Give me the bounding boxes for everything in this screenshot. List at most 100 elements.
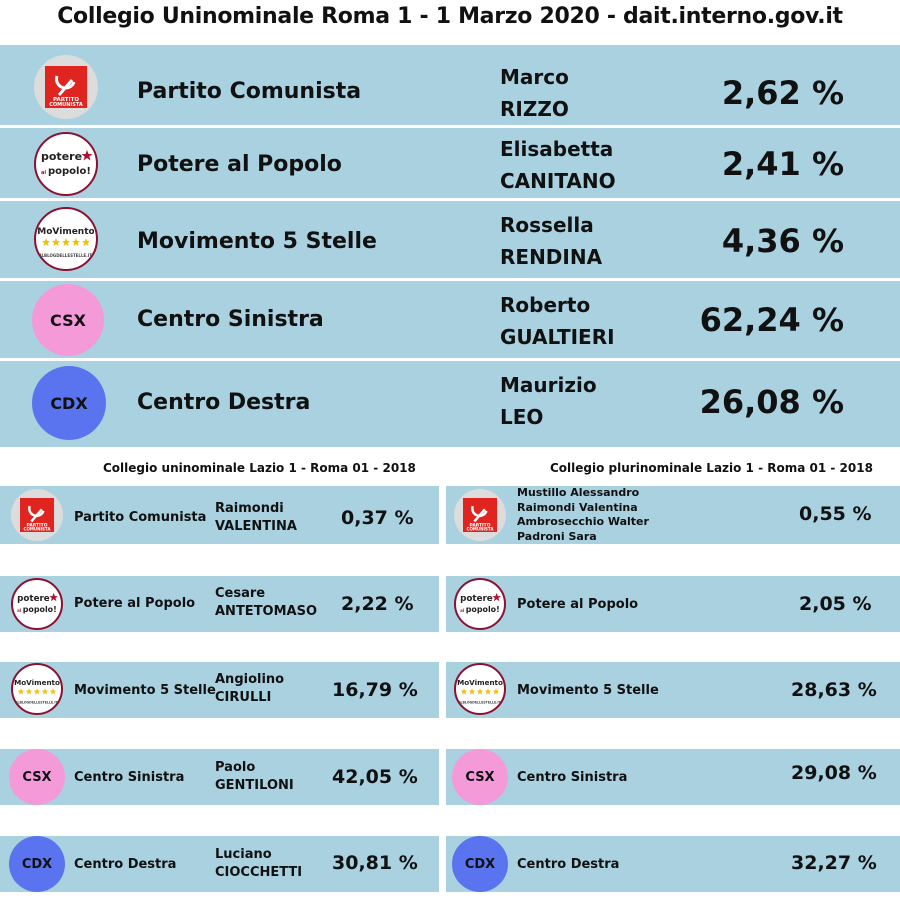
pluri-row-pc [446,486,900,544]
candidate-first-name: Elisabetta [500,137,614,161]
party-name: Partito Comunista [74,510,207,525]
uni-row-cdx [0,836,439,892]
party-name: Potere al Popolo [517,597,639,612]
svg-text:ILBLOGDELLESTELLE.IT: ILBLOGDELLESTELLE.IT [459,700,501,704]
page-title: Collegio Uninominale Roma 1 - 1 Marzo 20… [57,4,843,29]
candidate-name: Cesare ANTETOMASO [215,585,317,621]
cdx-logo: CDX [452,836,508,892]
svg-text:popolo!: popolo! [23,605,57,614]
candidate-last-name: VALENTINA [215,519,297,534]
svg-text:PARTITO: PARTITO [470,522,491,528]
vote-percentage: 2,05 % [799,593,872,615]
candidate-first-name: Luciano [215,847,272,862]
candidate-name: Paolo GENTILONI [215,759,294,795]
svg-text:COMUNISTA: COMUNISTA [23,526,51,531]
candidate-last-name: GUALTIERI [500,325,615,349]
svg-text:al: al [17,608,22,613]
candidate-last-name: CIRULLI [215,690,272,705]
partito-comunista-logo: PARTITO COMUNISTA [34,55,98,119]
result-row-csx [0,281,900,358]
pluri-row-m5s [446,662,900,718]
uninominale-2018-heading: Collegio uninominale Lazio 1 - Roma 01 -… [103,461,416,475]
movimento-5-stelle-logo: MoVimento ILBLOGDELLESTELLE.IT [11,663,63,715]
candidate-list: Mustillo Alessandro Raimondi Valentina A… [517,486,649,544]
svg-text:al: al [41,170,46,176]
svg-text:COMUNISTA: COMUNISTA [466,526,494,531]
list-candidate: Raimondi Valentina [517,500,638,514]
movimento-5-stelle-logo: MoVimento ILBLOGDELLESTELLE.IT [454,663,506,715]
vote-percentage: 2,22 % [341,593,414,615]
svg-text:potere: potere [460,594,493,604]
svg-text:COMUNISTA: COMUNISTA [49,102,83,108]
party-name: Centro Sinistra [137,307,324,332]
cdx-logo: CDX [9,836,65,892]
plurinominale-2018-heading: Collegio plurinominale Lazio 1 - Roma 01… [550,461,873,475]
movimento-5-stelle-logo: MoVimento ILBLOGDELLESTELLE.IT [34,207,98,271]
candidate-first-name: Cesare [215,586,266,601]
partito-comunista-logo: PARTITO COMUNISTA [454,489,506,541]
candidate-name: Raimondi VALENTINA [215,500,297,536]
pluri-row-pap [446,576,900,632]
cdx-logo: CDX [32,366,106,440]
party-name: Movimento 5 Stelle [137,229,377,254]
candidate-first-name: Rossella [500,213,594,237]
candidate-first-name: Maurizio [500,373,597,397]
potere-al-popolo-logo: potere al popolo! [454,578,506,630]
svg-text:popolo!: popolo! [466,605,500,614]
svg-text:PARTITO: PARTITO [53,97,79,103]
candidate-name: Luciano CIOCCHETTI [215,846,302,882]
candidate-first-name: Angiolino [215,672,285,687]
candidate-first-name: Paolo [215,760,256,775]
svg-text:ILBLOGDELLESTELLE.IT: ILBLOGDELLESTELLE.IT [40,253,92,258]
candidate-name: Maurizio LEO [500,369,597,433]
candidate-name: Roberto GUALTIERI [500,289,615,353]
list-candidate: Mustillo Alessandro [517,486,640,499]
vote-percentage: 0,55 % [799,503,872,525]
svg-text:al: al [460,608,465,613]
list-candidate: Ambrosecchio Walter [517,515,649,528]
svg-text:PARTITO: PARTITO [27,522,48,528]
party-name: Centro Sinistra [517,770,628,785]
svg-text:potere: potere [41,150,82,163]
csx-logo: CSX [9,749,65,805]
svg-text:MoVimento: MoVimento [38,227,94,237]
result-row-cdx [0,361,900,447]
uni-row-pap [0,576,439,632]
uni-row-m5s [0,662,439,718]
pluri-row-cdx [446,836,900,892]
csx-logo: CSX [452,749,508,805]
candidate-name: Marco RIZZO [500,61,569,125]
svg-text:potere: potere [17,594,50,604]
pluri-row-csx [446,749,900,805]
candidate-last-name: LEO [500,405,544,429]
svg-text:popolo!: popolo! [48,166,91,177]
svg-text:ILBLOGDELLESTELLE.IT: ILBLOGDELLESTELLE.IT [16,700,58,704]
candidate-last-name: GENTILONI [215,778,294,793]
vote-percentage: 42,05 % [332,766,418,788]
party-name: Centro Destra [74,857,177,872]
vote-percentage: 2,62 % [721,74,844,112]
candidate-name: Elisabetta CANITANO [500,133,616,197]
vote-percentage: 4,36 % [721,222,844,260]
vote-percentage: 2,41 % [721,145,844,183]
vote-percentage: 62,24 % [699,301,844,339]
party-name: Movimento 5 Stelle [517,683,659,698]
candidate-first-name: Raimondi [215,501,284,516]
vote-percentage: 16,79 % [332,679,418,701]
result-row-m5s [0,201,900,278]
vote-percentage: 30,81 % [332,852,418,874]
candidate-name: Rossella RENDINA [500,209,602,273]
potere-al-popolo-logo: potere al popolo! [34,132,98,196]
vote-percentage: 28,63 % [791,679,877,701]
party-name: Centro Sinistra [74,770,185,785]
vote-percentage: 0,37 % [341,507,414,529]
result-row-pc [0,45,900,125]
uni-row-pc [0,486,439,544]
svg-text:MoVimento: MoVimento [457,678,503,687]
csx-logo: CSX [32,284,104,356]
candidate-last-name: RIZZO [500,97,569,121]
candidate-name: Angiolino CIRULLI [215,671,284,707]
party-name: Potere al Popolo [137,152,342,177]
svg-text:MoVimento: MoVimento [14,678,60,687]
party-name: Centro Destra [517,857,620,872]
